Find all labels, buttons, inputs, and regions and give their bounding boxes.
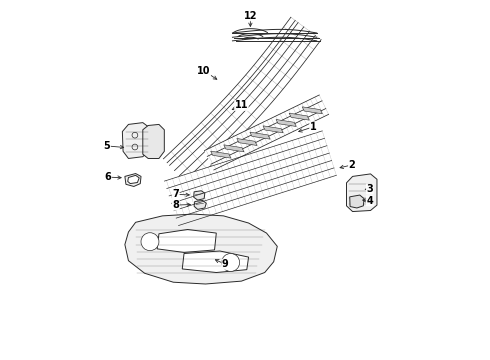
Polygon shape — [128, 175, 139, 184]
Text: 4: 4 — [367, 196, 373, 206]
Text: 10: 10 — [197, 66, 211, 76]
Text: 8: 8 — [172, 200, 179, 210]
Polygon shape — [157, 229, 216, 252]
Text: 11: 11 — [235, 100, 248, 111]
Polygon shape — [211, 151, 231, 158]
Polygon shape — [125, 214, 277, 284]
Polygon shape — [289, 113, 309, 120]
Polygon shape — [182, 251, 248, 273]
Text: 12: 12 — [244, 11, 257, 21]
Circle shape — [221, 253, 240, 271]
Text: 9: 9 — [222, 259, 229, 269]
Polygon shape — [250, 132, 270, 139]
Polygon shape — [276, 120, 296, 126]
Text: 6: 6 — [105, 172, 111, 182]
Polygon shape — [350, 195, 364, 208]
Polygon shape — [143, 125, 164, 158]
Text: 7: 7 — [172, 189, 179, 199]
Polygon shape — [194, 201, 206, 210]
Polygon shape — [346, 174, 377, 212]
Polygon shape — [164, 17, 321, 186]
Text: 1: 1 — [310, 122, 317, 132]
Polygon shape — [237, 139, 257, 145]
Text: 3: 3 — [367, 184, 373, 194]
Text: 5: 5 — [103, 141, 110, 151]
Text: 2: 2 — [348, 160, 355, 170]
Polygon shape — [263, 126, 283, 133]
Polygon shape — [194, 191, 205, 200]
Polygon shape — [224, 145, 244, 152]
Polygon shape — [125, 174, 141, 186]
Polygon shape — [165, 131, 336, 225]
Circle shape — [141, 233, 159, 251]
Polygon shape — [204, 95, 329, 170]
Polygon shape — [122, 123, 150, 158]
Polygon shape — [302, 107, 322, 114]
